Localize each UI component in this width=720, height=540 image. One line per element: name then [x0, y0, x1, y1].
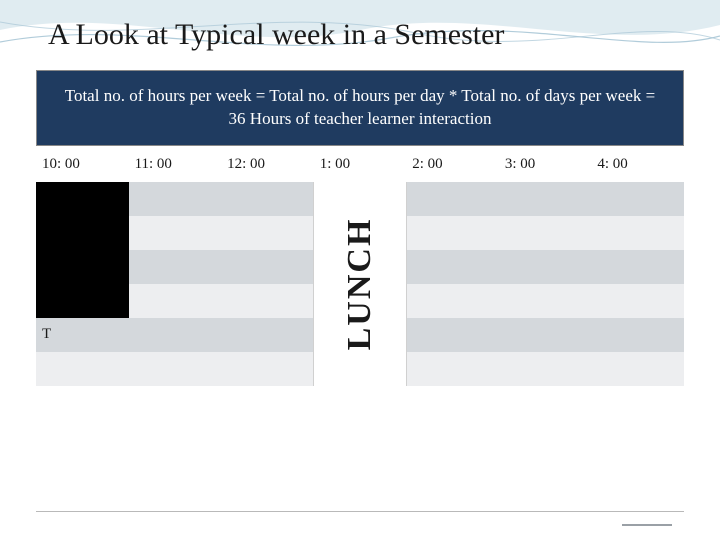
- time-header-cell: 3: 00: [499, 148, 592, 182]
- slot-cell: [221, 318, 314, 352]
- time-header-cell: 2: 00: [406, 148, 499, 182]
- slot-cell: [406, 216, 499, 250]
- slot-cell: [129, 250, 222, 284]
- slot-cell: [591, 284, 684, 318]
- day-cell: [36, 250, 129, 284]
- slot-cell: [406, 250, 499, 284]
- slot-cell: [221, 182, 314, 216]
- day-cell: [36, 352, 129, 386]
- formula-box: Total no. of hours per week = Total no. …: [36, 70, 684, 146]
- slide-title: A Look at Typical week in a Semester: [0, 0, 720, 52]
- slot-cell: [221, 216, 314, 250]
- slot-cell: [129, 352, 222, 386]
- slot-cell: [499, 216, 592, 250]
- slot-cell: [406, 182, 499, 216]
- slot-cell: [129, 284, 222, 318]
- slot-cell: [499, 352, 592, 386]
- slot-cell: [129, 182, 222, 216]
- slot-cell: [221, 284, 314, 318]
- time-header-cell: 12: 00: [221, 148, 314, 182]
- lunch-column: LUNCH: [314, 182, 407, 386]
- slot-cell: [591, 318, 684, 352]
- footer-divider: [36, 511, 684, 512]
- content-area: Total no. of hours per week = Total no. …: [36, 70, 684, 386]
- slot-cell: [591, 250, 684, 284]
- table-row: LUNCH: [36, 182, 684, 216]
- time-header-cell: 4: 00: [591, 148, 684, 182]
- slot-cell: [406, 318, 499, 352]
- day-cell: [36, 182, 129, 216]
- slot-cell: [406, 284, 499, 318]
- slot-cell: [129, 216, 222, 250]
- slot-cell: [591, 216, 684, 250]
- slot-cell: [129, 318, 222, 352]
- time-header-cell: 10: 00: [36, 148, 129, 182]
- slot-cell: [591, 352, 684, 386]
- slot-cell: [406, 352, 499, 386]
- footer-accent: [622, 524, 672, 526]
- day-cell: [36, 216, 129, 250]
- slot-cell: [499, 318, 592, 352]
- slot-cell: [221, 250, 314, 284]
- day-cell: T: [36, 318, 129, 352]
- slot-cell: [221, 352, 314, 386]
- time-header-cell: 11: 00: [129, 148, 222, 182]
- slot-cell: [499, 284, 592, 318]
- lunch-label: LUNCH: [341, 217, 379, 350]
- time-header-cell: 1: 00: [314, 148, 407, 182]
- slot-cell: [591, 182, 684, 216]
- schedule-table: 10: 00 11: 00 12: 00 1: 00 2: 00 3: 00 4…: [36, 148, 684, 386]
- slot-cell: [499, 182, 592, 216]
- day-cell: [36, 284, 129, 318]
- time-header-row: 10: 00 11: 00 12: 00 1: 00 2: 00 3: 00 4…: [36, 148, 684, 182]
- slot-cell: [499, 250, 592, 284]
